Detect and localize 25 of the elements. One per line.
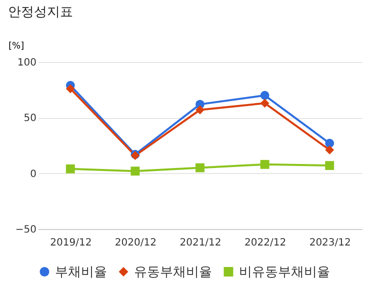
legend-label: 유동부채비율 [134, 264, 212, 280]
y-tick-label: 50 [24, 113, 36, 124]
point [325, 145, 334, 154]
point [130, 166, 140, 176]
point [260, 90, 270, 100]
y-axis-title: [%] [8, 42, 24, 52]
x-tick-label: 2023/12 [309, 238, 351, 248]
legend-label: 부채비율 [55, 264, 107, 280]
point [196, 105, 204, 114]
point [325, 138, 334, 148]
y-tick-label: 100 [17, 58, 36, 68]
y-tick-label: −50 [15, 224, 36, 236]
legend-label: 비유동부채비율 [239, 264, 330, 280]
point [196, 163, 204, 172]
chart-title: 안정성지표 [8, 5, 73, 20]
y-tick-label: 0 [30, 168, 36, 180]
x-tick-label: 2019/12 [50, 238, 92, 248]
x-tick-label: 2020/12 [114, 238, 156, 248]
point [260, 160, 270, 169]
point [66, 84, 75, 94]
point [325, 161, 334, 170]
x-tick-label: 2021/12 [180, 238, 222, 248]
point [260, 98, 270, 108]
point [66, 164, 75, 174]
x-tick-label: 2022/12 [244, 238, 286, 248]
